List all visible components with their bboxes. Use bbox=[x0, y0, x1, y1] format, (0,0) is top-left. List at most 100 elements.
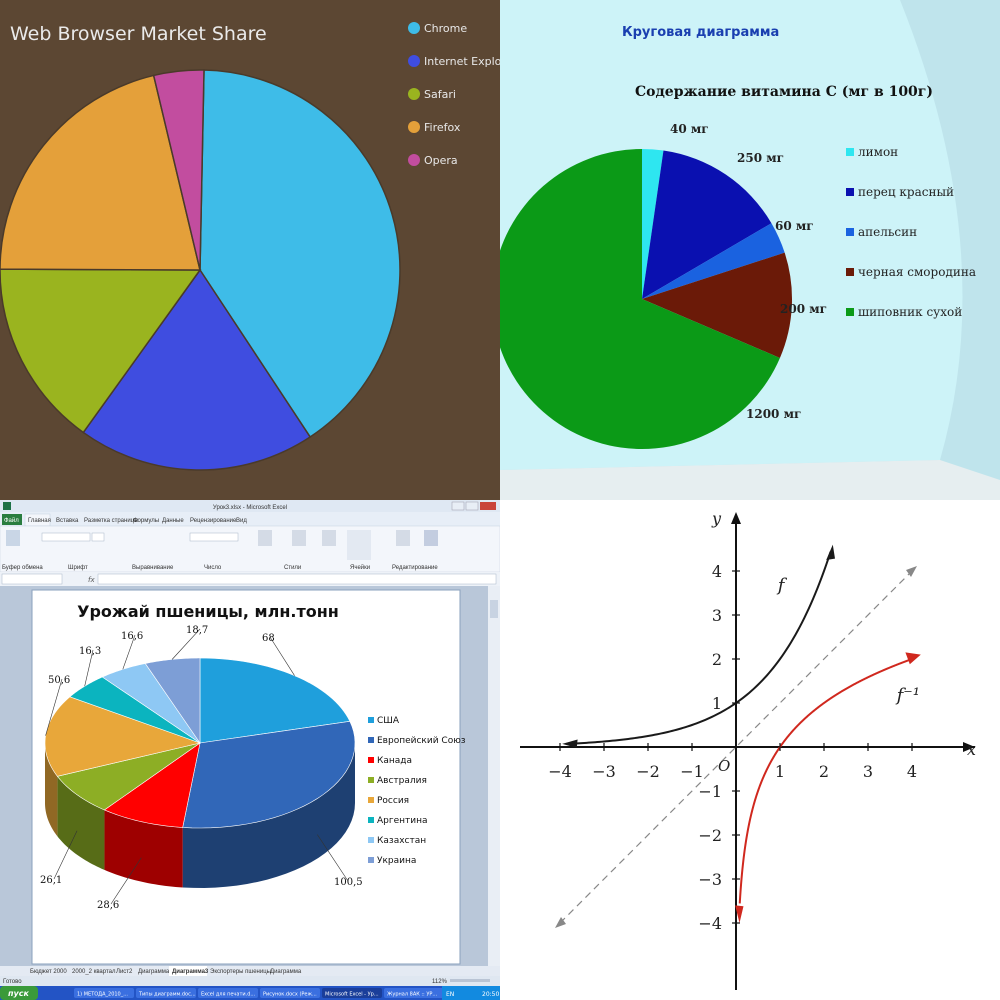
wheat-legend: США Европейский Союз Канада Австралия Россия… bbox=[368, 716, 466, 866]
font-name-box[interactable] bbox=[41, 532, 91, 542]
paste-icon[interactable] bbox=[6, 530, 20, 546]
vitamin-slice-3 bbox=[642, 252, 792, 358]
wheat-data-labels: 68 100,5 28,6 26,1 50,6 16,3 16,6 18,7 bbox=[40, 625, 363, 911]
wheat-legend-marker-6 bbox=[368, 837, 374, 843]
sheet-tab-strip bbox=[0, 966, 500, 976]
find-select-icon[interactable] bbox=[424, 530, 438, 546]
browser-chart-svg: Web Browser Market Share Chrome Internet … bbox=[0, 0, 500, 500]
wheat-data-label-5: 16,3 bbox=[79, 646, 101, 657]
identity-line bbox=[559, 570, 913, 924]
vitamin-legend: лимон перец красный апельсин черная смороди… bbox=[846, 145, 976, 319]
clock: 20:50 bbox=[482, 991, 499, 998]
vertical-scrollbar[interactable] bbox=[488, 586, 500, 966]
ribbon-tab-3[interactable]: Разметка страницы bbox=[84, 518, 138, 524]
x-axis-arrow-icon bbox=[963, 742, 975, 752]
taskbar-item-1[interactable] bbox=[136, 988, 196, 998]
y-tick-label-7: −4 bbox=[698, 914, 722, 933]
taskbar-item-2[interactable] bbox=[198, 988, 258, 998]
wheat-slice-side-2-0 bbox=[104, 809, 183, 888]
minimize-button[interactable] bbox=[451, 501, 465, 511]
browser-legend-marker-3 bbox=[408, 121, 420, 133]
vitamin-chart-svg: Круговая диаграмма Содержание витамина С… bbox=[500, 0, 1000, 500]
sheet-tab-1[interactable]: 2000_2 квартал bbox=[72, 969, 116, 975]
start-label: пуск bbox=[8, 989, 29, 998]
format-as-table-icon[interactable] bbox=[292, 530, 306, 546]
formula-input[interactable] bbox=[97, 573, 497, 585]
f-inverse-arrow-bottom-icon bbox=[735, 905, 744, 923]
sheet-tab-2[interactable]: Лист2 bbox=[116, 969, 133, 975]
tab-file[interactable] bbox=[2, 514, 22, 525]
close-button[interactable] bbox=[480, 502, 496, 510]
zoom-slider[interactable] bbox=[450, 979, 490, 982]
sheet-tab-5[interactable]: Экспортеры пшеницы bbox=[210, 969, 271, 975]
number-format-box[interactable] bbox=[189, 532, 239, 542]
taskbar-item-label-3: Рисунок.docx (Реж... bbox=[263, 992, 317, 998]
graph-axes: xy bbox=[520, 509, 976, 990]
language-indicator[interactable]: EN bbox=[446, 991, 454, 998]
taskbar-item-label-4: Microsoft Excel - Ур... bbox=[325, 992, 379, 998]
ribbon-tab-5[interactable]: Данные bbox=[162, 518, 184, 524]
cells-group-buttons[interactable] bbox=[347, 530, 371, 560]
wheat-slice-2 bbox=[103, 742, 201, 828]
origin-label: O bbox=[718, 757, 730, 775]
vitamin-legend-marker-0 bbox=[846, 148, 854, 156]
browser-legend-label-0: Chrome bbox=[424, 22, 467, 35]
ribbon-group-2: Выравнивание bbox=[132, 565, 174, 571]
browser-slice-4 bbox=[152, 69, 205, 271]
taskbar-item-3[interactable] bbox=[260, 988, 320, 998]
browser-legend-label-1: Internet Explorer bbox=[424, 55, 500, 68]
excel-app-icon[interactable] bbox=[3, 502, 11, 510]
ribbon-tab-0[interactable]: Файл bbox=[4, 517, 19, 524]
vitamin-slice-0 bbox=[642, 149, 664, 299]
name-box[interactable] bbox=[1, 573, 63, 585]
font-size-box[interactable] bbox=[91, 532, 105, 542]
ribbon-tab-2[interactable]: Вставка bbox=[56, 518, 79, 524]
browser-chart-title: Web Browser Market Share bbox=[10, 23, 267, 45]
vitamin-data-label-4: 1200 мг bbox=[746, 407, 801, 421]
wheat-slice-3 bbox=[56, 742, 201, 811]
conditional-format-icon[interactable] bbox=[258, 530, 272, 546]
zoom-level: 112% bbox=[432, 979, 448, 985]
vitamin-legend-label-4: шиповник сухой bbox=[858, 305, 962, 319]
ribbon-tab-4[interactable]: Формулы bbox=[133, 518, 159, 524]
maximize-button[interactable] bbox=[465, 501, 479, 511]
wheat-data-label-0: 68 bbox=[262, 633, 275, 644]
vitamin-slice-1 bbox=[642, 150, 772, 299]
browser-legend-label-3: Firefox bbox=[424, 121, 461, 134]
sheet-tab-0[interactable]: Бюджет 2000 bbox=[30, 969, 67, 975]
ribbon-tab-1[interactable]: Главная bbox=[28, 518, 51, 524]
ribbon-tab-6[interactable]: Рецензирование bbox=[190, 518, 237, 524]
fx-icon[interactable]: fx bbox=[88, 576, 95, 584]
ribbon-group-6: Редактирование bbox=[392, 565, 438, 571]
vitamin-data-label-2: 60 мг bbox=[775, 219, 814, 233]
start-button[interactable] bbox=[0, 986, 38, 1000]
x-tick-label-1: −3 bbox=[592, 762, 616, 781]
sheet-tab-6[interactable]: Диаграмма bbox=[270, 969, 302, 975]
scroll-thumb[interactable] bbox=[490, 600, 498, 618]
x-tick-label-6: 3 bbox=[863, 762, 873, 781]
sheet-tab-3[interactable]: Диаграмма1 bbox=[138, 969, 173, 975]
wheat-leader-line-2 bbox=[110, 857, 142, 905]
sheet-tab-4[interactable]: Диаграмма3 bbox=[172, 969, 209, 975]
taskbar-item-0[interactable] bbox=[74, 988, 134, 998]
cell-styles-icon[interactable] bbox=[322, 530, 336, 546]
y-tick-label-6: −3 bbox=[698, 870, 722, 889]
wheat-slice-1 bbox=[182, 721, 356, 829]
browser-legend-marker-1 bbox=[408, 55, 420, 67]
x-tick-label-3: −1 bbox=[680, 762, 704, 781]
vitamin-pie bbox=[500, 149, 792, 449]
vitamin-legend-marker-4 bbox=[846, 308, 854, 316]
wheat-leader-line-6 bbox=[122, 634, 136, 670]
browser-legend: Chrome Internet Explorer Safari Firefox Oper… bbox=[408, 22, 500, 167]
vitamin-legend-marker-1 bbox=[846, 188, 854, 196]
taskbar-item-5[interactable] bbox=[384, 988, 444, 998]
browser-slice-2 bbox=[0, 268, 202, 434]
ribbon-group-1: Шрифт bbox=[68, 565, 88, 571]
ribbon-tab-7[interactable]: Вид bbox=[236, 518, 247, 524]
taskbar-item-4[interactable] bbox=[322, 988, 382, 998]
browser-legend-label-4: Opera bbox=[424, 154, 458, 167]
vitamin-data-labels: 40 мг 250 мг 60 мг 200 мг 1200 мг bbox=[670, 122, 827, 421]
sort-filter-icon[interactable] bbox=[396, 530, 410, 546]
